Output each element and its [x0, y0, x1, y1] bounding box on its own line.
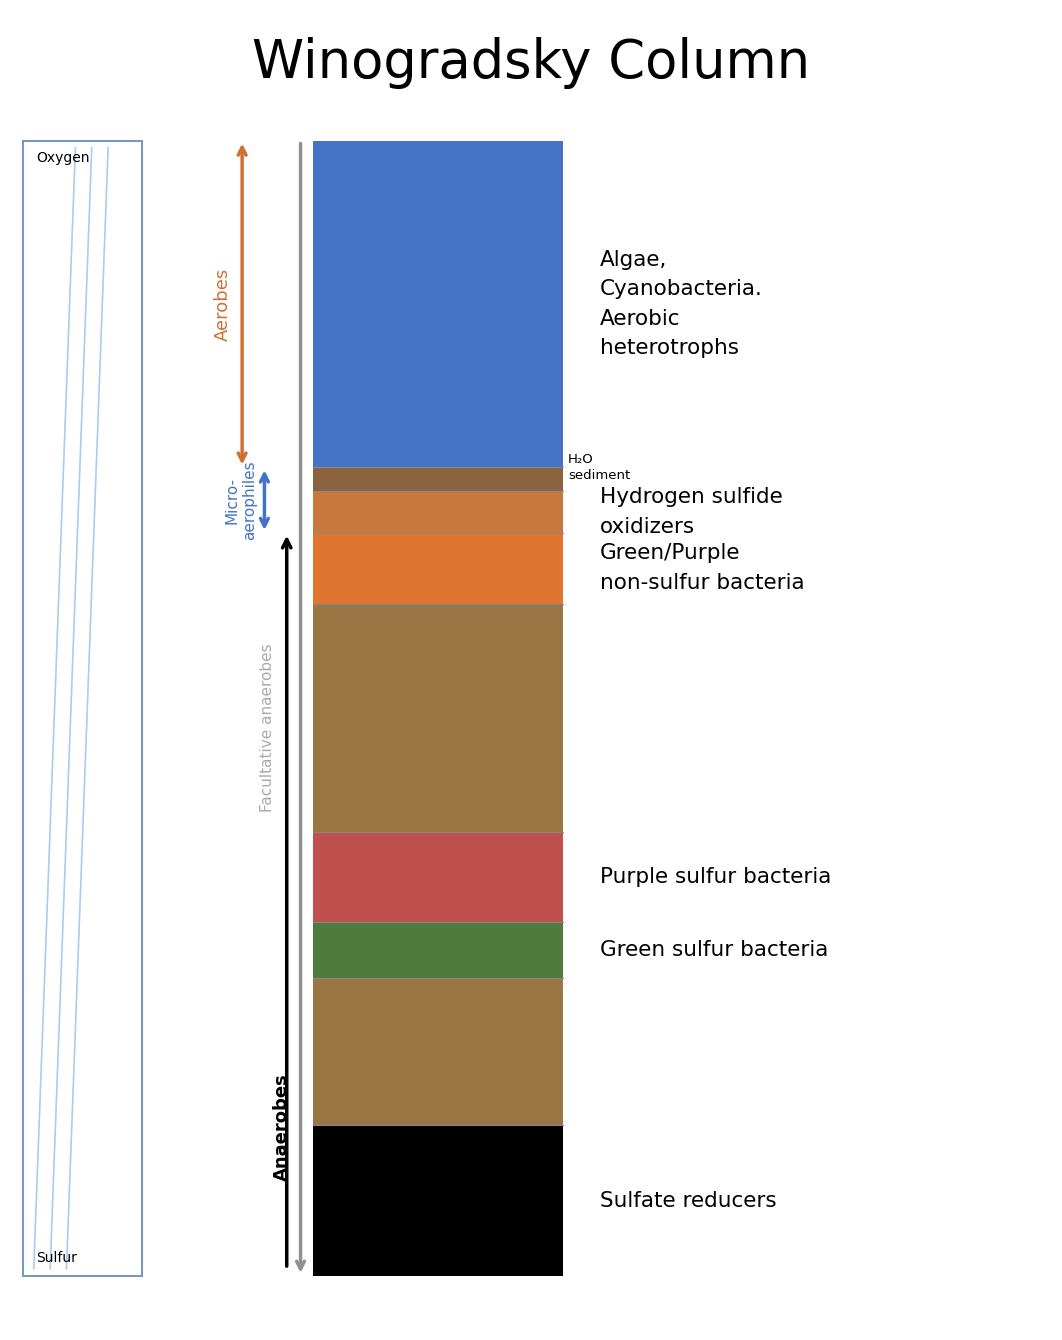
Text: Facultative anaerobes: Facultative anaerobes — [260, 643, 275, 812]
Text: Hydrogen sulfide
oxidizers: Hydrogen sulfide oxidizers — [600, 488, 783, 537]
Bar — [313, 922, 563, 978]
Bar — [313, 603, 563, 832]
Bar — [313, 492, 563, 533]
Text: Algae,
Cyanobacteria.
Aerobic
heterotrophs: Algae, Cyanobacteria. Aerobic heterotrop… — [600, 249, 763, 359]
Text: H₂O
sediment: H₂O sediment — [568, 453, 631, 482]
Bar — [313, 1126, 563, 1276]
Bar — [313, 533, 563, 603]
Text: Purple sulfur bacteria: Purple sulfur bacteria — [600, 867, 832, 887]
Text: Sulfate reducers: Sulfate reducers — [600, 1190, 776, 1210]
Bar — [313, 978, 563, 1126]
Bar — [313, 832, 563, 922]
Text: Oxygen: Oxygen — [36, 151, 89, 165]
Text: Sulfur: Sulfur — [36, 1252, 76, 1265]
Bar — [23, 141, 142, 1276]
Text: Aerobes: Aerobes — [215, 268, 232, 340]
Bar — [313, 141, 563, 468]
Text: Anaerobes: Anaerobes — [273, 1073, 290, 1181]
Text: Winogradsky Column: Winogradsky Column — [252, 38, 810, 88]
Bar — [313, 468, 563, 492]
Text: Micro-
aerophiles: Micro- aerophiles — [225, 461, 257, 540]
Text: Green/Purple
non-sulfur bacteria: Green/Purple non-sulfur bacteria — [600, 544, 805, 594]
Text: Green sulfur bacteria: Green sulfur bacteria — [600, 939, 828, 959]
